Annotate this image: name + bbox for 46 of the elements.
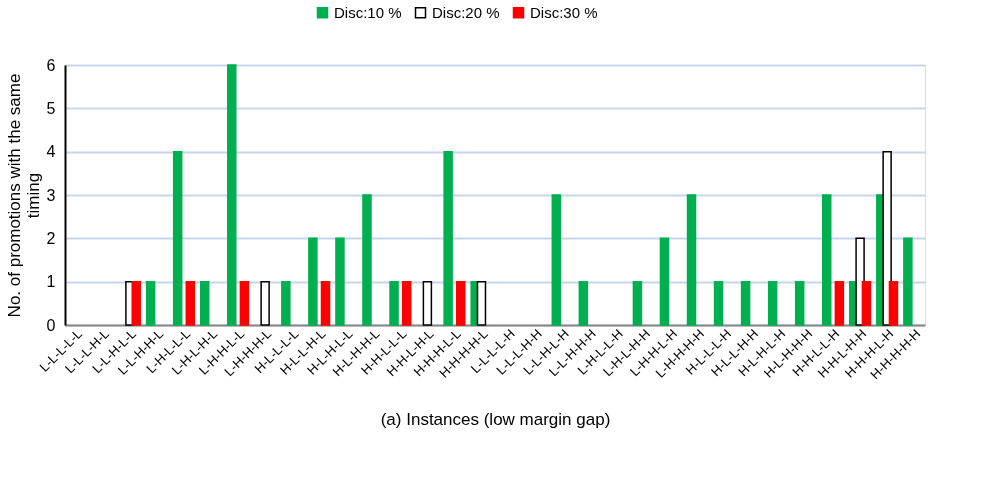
y-tick-label: 0 xyxy=(46,316,56,334)
bar xyxy=(131,280,141,326)
bar xyxy=(320,280,331,326)
bar xyxy=(834,280,845,326)
bar xyxy=(443,150,453,326)
bar xyxy=(185,280,196,326)
bar xyxy=(740,280,751,326)
bar xyxy=(308,237,318,326)
bar xyxy=(172,150,183,326)
bar xyxy=(227,64,237,326)
bar xyxy=(551,194,562,326)
bar xyxy=(686,194,697,326)
bar xyxy=(476,280,487,326)
y-tick-label: 1 xyxy=(46,273,56,291)
bar xyxy=(145,280,156,326)
y-axis-title: No. of promotions with the same timing xyxy=(4,73,43,318)
bar xyxy=(767,280,778,326)
bar xyxy=(794,280,805,326)
bar xyxy=(422,280,433,326)
y-tick-label: 6 xyxy=(46,56,56,74)
bar xyxy=(882,150,892,326)
bar xyxy=(239,280,250,326)
bar xyxy=(578,280,589,326)
y-tick-label: 4 xyxy=(46,143,56,161)
bar xyxy=(903,237,913,326)
bar xyxy=(455,280,466,326)
bar xyxy=(362,194,372,326)
bar xyxy=(199,280,210,326)
bar xyxy=(281,280,291,326)
legend-label: Disc:20 % xyxy=(432,3,500,21)
legend-label: Disc:10 % xyxy=(334,3,402,21)
bar xyxy=(713,280,724,326)
bar xyxy=(888,280,899,326)
bar xyxy=(821,194,832,326)
bar xyxy=(861,280,872,326)
y-tick-label: 2 xyxy=(46,229,56,247)
bar xyxy=(335,237,345,326)
bar xyxy=(401,280,412,326)
bar xyxy=(260,280,270,326)
bar xyxy=(632,280,643,326)
y-tick-label: 3 xyxy=(46,186,56,204)
x-axis-title: (a) Instances (low margin gap) xyxy=(380,410,611,430)
bar xyxy=(389,280,399,326)
y-tick-label: 5 xyxy=(46,99,56,117)
legend-label: Disc:30 % xyxy=(530,3,598,21)
bar xyxy=(659,237,670,326)
